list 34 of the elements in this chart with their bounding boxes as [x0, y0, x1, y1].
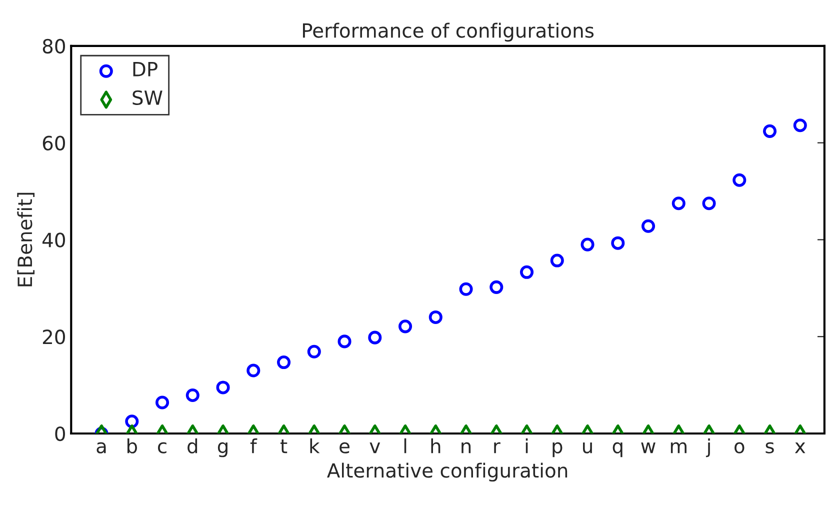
y-tick-label: 40: [42, 232, 65, 248]
x-tick-label: p: [552, 442, 562, 458]
legend-label: SW: [132, 90, 162, 106]
x-tick-label: i: [526, 438, 528, 454]
chart-title: Performance of configurations: [302, 22, 594, 42]
x-tick-label: n: [462, 442, 471, 454]
y-tick-label: 80: [42, 38, 65, 54]
x-tick-label: g: [218, 442, 228, 458]
x-tick-label: x: [794, 442, 806, 454]
x-tick-label: t: [280, 439, 288, 454]
x-tick-label: w: [641, 442, 656, 454]
x-tick-label: e: [340, 442, 350, 454]
y-tick-label: 60: [42, 136, 65, 150]
y-tick-label: 0: [55, 426, 65, 442]
x-tick-label: u: [583, 442, 592, 454]
x-axis-title: Alternative configuration: [327, 462, 568, 482]
x-tick-label: c: [158, 442, 166, 454]
x-tick-label: s: [766, 442, 774, 454]
x-tick-label: r: [494, 442, 500, 454]
x-tick-label: o: [734, 442, 744, 454]
x-tick-label: l: [404, 438, 406, 454]
x-tick-label: m: [670, 442, 686, 454]
x-tick-label: q: [612, 442, 622, 458]
legend-label: DP: [133, 62, 158, 76]
x-tick-label: f: [250, 438, 258, 454]
x-tick-label: k: [310, 438, 320, 454]
x-tick-label: h: [431, 438, 440, 454]
x-tick-label: j: [706, 438, 710, 458]
x-tick-label: a: [96, 442, 106, 454]
y-axis-title: E[Benefit]: [17, 192, 35, 286]
x-tick-label: v: [370, 442, 380, 454]
x-tick-label: b: [127, 438, 138, 454]
x-tick-label: d: [188, 438, 198, 454]
y-tick-label: 20: [42, 330, 65, 344]
